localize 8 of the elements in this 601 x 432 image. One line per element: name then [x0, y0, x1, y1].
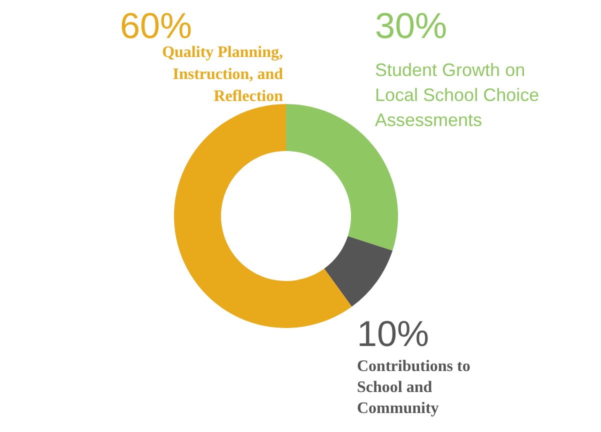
data-label: 60% — [120, 5, 192, 46]
slice-label: Contributions to School and Community — [357, 358, 470, 417]
data-label: 30% — [375, 5, 448, 46]
donut-slice — [324, 236, 393, 307]
donut-slice — [174, 104, 352, 328]
data-label: 10% — [357, 313, 430, 354]
slice-label: Student Growth on Local School Choice Assessments — [375, 60, 540, 130]
slice-label: Quality Planning, Instruction, and Reflection — [162, 44, 284, 105]
